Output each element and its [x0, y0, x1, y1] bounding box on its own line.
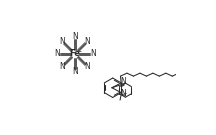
Text: +: +	[122, 91, 127, 96]
Text: N: N	[85, 37, 91, 46]
Text: N: N	[72, 32, 78, 41]
Text: N: N	[85, 62, 91, 71]
Text: Fe: Fe	[69, 50, 80, 58]
Text: N: N	[72, 67, 78, 76]
Text: −: −	[76, 48, 82, 54]
Text: N: N	[59, 37, 65, 46]
Text: N: N	[120, 90, 126, 98]
Text: N: N	[90, 50, 96, 58]
Text: N: N	[54, 50, 60, 58]
Text: N: N	[59, 62, 65, 71]
Text: N: N	[120, 77, 126, 86]
